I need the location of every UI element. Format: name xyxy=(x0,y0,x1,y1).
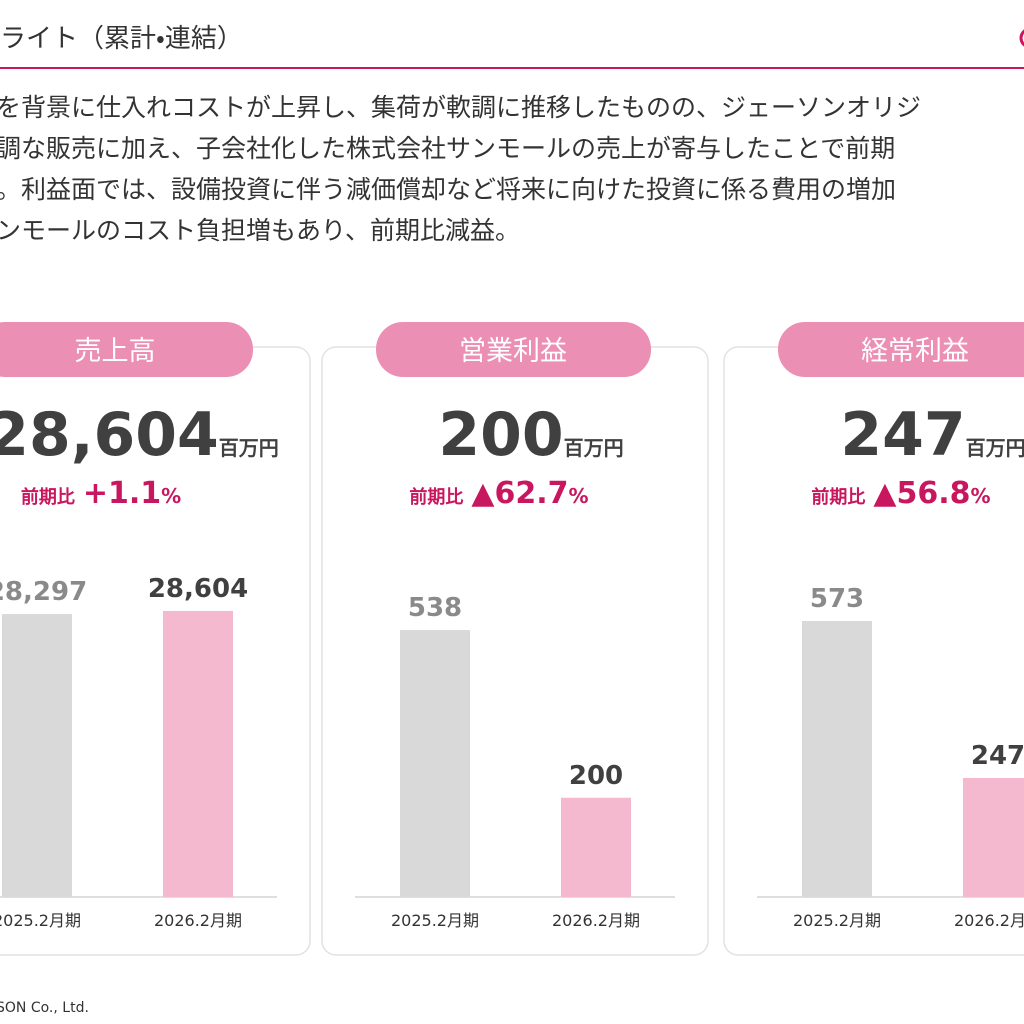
x-tick-label: 2025.2月期 xyxy=(0,911,81,930)
comparison: 前期比 +1.1% xyxy=(21,476,181,511)
value-label: 200 xyxy=(569,761,623,791)
card-title: 営業利益 xyxy=(459,336,567,367)
change-value: +1.1 xyxy=(83,476,161,511)
kpi-card: 売上高28,604百万円前期比+1.1%28,2972025.2月期28,604… xyxy=(0,322,311,956)
comparison-label: 前期比 xyxy=(409,486,463,508)
x-tick-label: 2026.2月期 xyxy=(154,911,242,930)
headline-unit: 百万円 xyxy=(219,436,279,460)
headline-unit: 百万円 xyxy=(966,436,1024,460)
value-label: 28,604 xyxy=(148,574,248,604)
change-value: ▲62.7 xyxy=(471,476,568,511)
value-label: 247 xyxy=(971,741,1024,771)
title-pill xyxy=(0,322,253,377)
headline: 200百万円 xyxy=(438,400,623,470)
bar xyxy=(561,797,631,897)
comparison: 前期比 ▲56.8% xyxy=(811,476,990,511)
bar xyxy=(802,620,872,897)
summary-line: ンモールのコスト負担増もあり、前期比減益。 xyxy=(0,216,520,245)
value-label: 28,297 xyxy=(0,577,87,607)
headline-value: 28,604 xyxy=(0,400,219,470)
logo xyxy=(1019,29,1024,47)
headline: 28,604百万円 xyxy=(0,400,279,470)
card-title: 売上高 xyxy=(75,336,156,367)
change-unit: % xyxy=(569,484,589,508)
x-tick-label: 2026.2月期 xyxy=(552,911,640,930)
headline-value: 247 xyxy=(840,400,965,470)
card-title: 経常利益 xyxy=(861,336,969,367)
x-tick-label: 2025.2月期 xyxy=(391,911,479,930)
title-pill xyxy=(778,322,1024,377)
summary-line: を背景に仕入れコストが上昇し、集荷が軟調に推移したものの、ジェーソンオリジ xyxy=(0,93,921,122)
headline: 247百万円 xyxy=(840,400,1024,470)
slide-title: ライト（累計・連結） xyxy=(0,24,243,54)
change-unit: % xyxy=(161,484,181,508)
comparison-label: 前期比 xyxy=(21,486,75,508)
bar xyxy=(400,630,470,897)
change-value: ▲56.8 xyxy=(873,476,970,511)
summary-line: 調な販売に加え、子会社化した株式会社サンモールの売上が寄与したことで前期 xyxy=(0,134,895,163)
value-label: 538 xyxy=(408,593,462,623)
comparison-label: 前期比 xyxy=(811,486,865,508)
headline-value: 200 xyxy=(438,400,563,470)
bar xyxy=(163,610,233,897)
comparison: 前期比 ▲62.7% xyxy=(409,476,588,511)
title-pill xyxy=(376,322,651,377)
bar xyxy=(963,778,1024,897)
headline-unit: 百万円 xyxy=(564,436,624,460)
x-tick-label: 2026.2月期 xyxy=(954,911,1024,930)
summary-line: 。利益面では、設備投資に伴う減価償却など将来に向けた投資に係る費用の増加 xyxy=(0,175,896,204)
value-label: 573 xyxy=(810,584,864,614)
change-unit: % xyxy=(971,484,991,508)
copyright: SON Co., Ltd. xyxy=(0,1000,89,1016)
x-tick-label: 2025.2月期 xyxy=(793,911,881,930)
bar xyxy=(2,614,72,897)
